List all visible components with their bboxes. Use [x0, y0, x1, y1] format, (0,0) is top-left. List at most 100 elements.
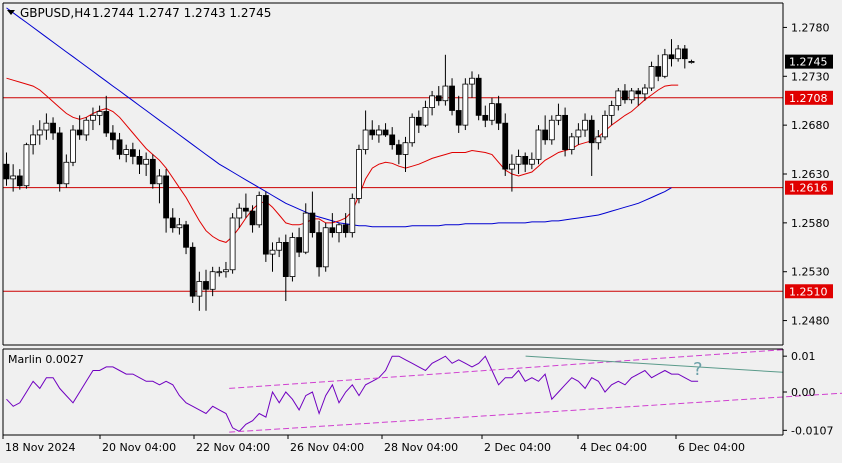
candle-body — [144, 159, 149, 164]
candle-body — [170, 218, 175, 228]
candle-body — [157, 176, 162, 184]
candle-body — [370, 130, 375, 135]
candle-body — [217, 272, 222, 273]
candle-body — [330, 228, 335, 233]
candle-body — [11, 176, 16, 179]
candle-body — [609, 106, 614, 116]
candle — [410, 113, 415, 146]
candle-body — [676, 49, 681, 59]
candle-body — [177, 225, 182, 228]
candle-body — [263, 195, 268, 254]
time-tick-label: 22 Nov 04:00 — [196, 441, 270, 454]
candle-body — [596, 137, 601, 143]
candle-body — [489, 104, 494, 121]
candle-body — [543, 130, 548, 140]
candle-body — [616, 91, 621, 106]
candle-body — [97, 111, 102, 115]
candle-body — [77, 130, 82, 135]
price-tick-label: 1.2730 — [791, 70, 830, 83]
candle-body — [57, 133, 62, 184]
candle-body — [396, 145, 401, 155]
candle-body — [509, 164, 514, 169]
candle-body — [323, 228, 328, 267]
candle-body — [503, 123, 508, 169]
indicator-tick-label: 0.01 — [791, 350, 816, 363]
candle-body — [423, 108, 428, 126]
candle-body — [356, 150, 361, 199]
candle-body — [184, 225, 189, 247]
candle-body — [456, 110, 461, 125]
candle-body — [450, 86, 455, 110]
candle — [150, 154, 155, 188]
time-tick-label: 6 Dec 04:00 — [678, 441, 745, 454]
candle-body — [317, 233, 322, 267]
candle-body — [310, 213, 315, 233]
candle-body — [90, 115, 95, 120]
level-label: 1.2510 — [789, 285, 828, 298]
candle — [190, 242, 195, 303]
candle — [290, 233, 295, 282]
candle — [263, 192, 268, 262]
candle — [57, 127, 62, 191]
candle-body — [104, 111, 109, 132]
candle-body — [283, 242, 288, 276]
candle-body — [210, 272, 215, 290]
candle-body — [656, 67, 661, 77]
candle-body — [496, 104, 501, 124]
candle-body — [150, 159, 155, 183]
current-price-label: 1.2745 — [789, 56, 828, 69]
candle-body — [197, 281, 202, 296]
candle — [323, 223, 328, 272]
candle-body — [243, 208, 248, 211]
candle-body — [51, 123, 56, 133]
candle-body — [629, 91, 634, 100]
candle-body — [669, 55, 674, 59]
time-tick-label: 18 Nov 2024 — [5, 441, 75, 454]
candle-body — [470, 78, 475, 84]
candle-body — [476, 78, 481, 115]
indicator-label: Marlin 0.0027 — [8, 353, 84, 366]
candle-body — [523, 156, 528, 164]
candle — [536, 125, 541, 164]
candle-body — [290, 238, 295, 277]
candle-body — [410, 117, 415, 142]
indicator-tick-label: 0.00 — [791, 386, 816, 399]
price-tick-label: 1.2580 — [791, 217, 830, 230]
time-tick-label: 28 Nov 04:00 — [384, 441, 458, 454]
candle-body — [337, 225, 342, 233]
candle-body — [17, 176, 22, 186]
candle-body — [563, 115, 568, 149]
candle-body — [436, 96, 441, 101]
level-label: 1.2616 — [789, 182, 828, 195]
candle-body — [416, 117, 421, 125]
candle-body — [343, 225, 348, 233]
candle-body — [383, 130, 388, 135]
time-tick-label: 20 Nov 04:00 — [102, 441, 176, 454]
candle-body — [110, 133, 115, 140]
candle-body — [583, 120, 588, 130]
candle — [503, 113, 508, 176]
candle-body — [24, 145, 29, 186]
candle-body — [516, 156, 521, 164]
candle-body — [64, 162, 69, 183]
candle-body — [297, 238, 302, 253]
candle-body — [223, 270, 228, 272]
candle-body — [137, 156, 142, 164]
candle-body — [164, 176, 169, 218]
candle-body — [682, 49, 687, 59]
candle-body — [376, 130, 381, 135]
candle-body — [257, 195, 262, 224]
ohlc-readout: 1.2744 1.2747 1.2743 1.2745 — [92, 6, 271, 20]
time-tick-label: 2 Dec 04:00 — [484, 441, 551, 454]
candle — [476, 74, 481, 120]
candle-body — [569, 137, 574, 150]
candle-body — [130, 150, 135, 157]
candle-body — [303, 213, 308, 252]
candle-body — [403, 143, 408, 155]
candle-body — [636, 91, 641, 94]
candle-body — [390, 135, 395, 145]
symbol-label: GBPUSD,H4 — [20, 6, 91, 20]
candle-body — [363, 130, 368, 150]
